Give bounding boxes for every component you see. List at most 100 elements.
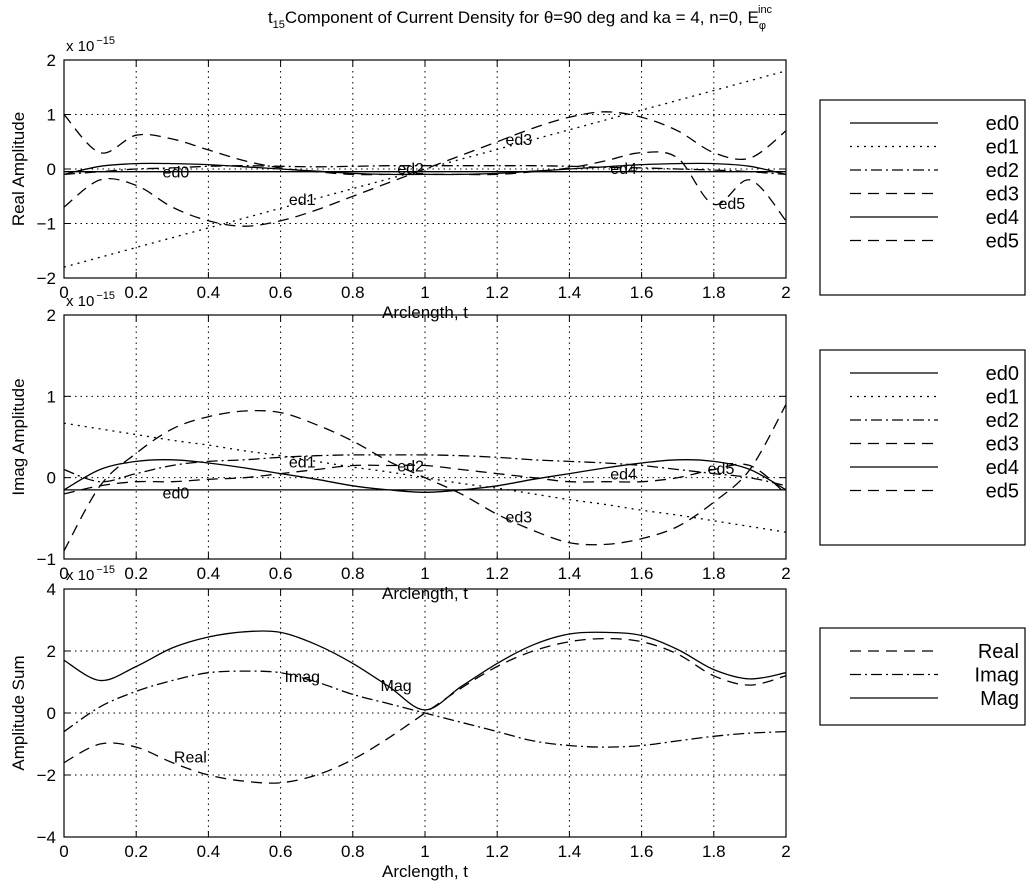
x-tick-label: 0.6	[269, 842, 293, 861]
x-tick-label: 0.8	[341, 283, 365, 302]
x-tick-label: 0.8	[341, 842, 365, 861]
series-line-ed5	[64, 463, 786, 495]
series-line-ed4	[64, 459, 786, 493]
x-tick-label: 2	[781, 283, 790, 302]
x-tick-label: 1.8	[702, 842, 726, 861]
legend-box	[819, 627, 1026, 726]
title-main: Component of Current Density for θ=90 de…	[285, 8, 759, 27]
axes-frame	[63, 59, 787, 279]
x-tick-label: 1.2	[485, 842, 509, 861]
legend-label: Real	[978, 641, 1019, 663]
axis-exponent: x 10 −15	[66, 564, 115, 584]
x-tick-label: 0.4	[197, 842, 221, 861]
x-tick-label: 0.2	[124, 842, 148, 861]
y-axis-label: Imag Amplitude	[9, 378, 28, 495]
series-group	[64, 630, 786, 784]
x-tick-label: 1	[420, 283, 429, 302]
series-annotation: Real	[174, 749, 207, 766]
x-tick-label: 0.4	[197, 283, 221, 302]
y-tick-label: 2	[47, 306, 56, 325]
title-prefix: t	[268, 8, 273, 27]
x-axis-label: Arclength, t	[382, 303, 468, 322]
y-tick-label: −1	[37, 215, 56, 234]
y-axis-label: Amplitude Sum	[9, 655, 28, 770]
series-line-ed2	[64, 454, 786, 487]
title-prefix-sub: 15	[273, 19, 285, 31]
series-annotation: Mag	[381, 678, 412, 695]
y-tick-label: 0	[47, 160, 56, 179]
series-annotation: ed2	[397, 161, 424, 178]
series-annotation: Imag	[284, 669, 320, 686]
series-annotation: ed0	[163, 485, 190, 502]
y-tick-label: −2	[37, 269, 56, 288]
series-annotation: ed5	[718, 196, 745, 213]
plot-panel-1: 0 0.2 0.4 0.6 0.8 1 1.2 1.4 1.6 1.8 2 −2 −1 0 1 2 x 10 −1…	[9, 35, 1026, 322]
y-tick-label: 1	[47, 387, 56, 406]
y-tick-label: −4	[37, 828, 56, 847]
legend-label: Imag	[975, 665, 1019, 687]
series-group	[64, 70, 786, 268]
legend-label: ed4	[986, 457, 1019, 479]
axis-exponent: x 10 −15	[66, 290, 115, 310]
x-tick-label: 1.4	[558, 283, 582, 302]
title-sub: φ	[759, 20, 766, 32]
x-tick-label: 1.4	[558, 564, 582, 583]
legend-label: ed3	[986, 434, 1019, 456]
x-tick-label: 0.8	[341, 564, 365, 583]
axes-frame	[63, 314, 787, 560]
series-line-mag	[64, 630, 786, 711]
x-tick-label: 1.8	[702, 283, 726, 302]
y-tick-label: 2	[47, 51, 56, 70]
legend-label: ed5	[986, 231, 1019, 253]
y-tick-label: 0	[47, 469, 56, 488]
series-line-real	[64, 637, 786, 784]
series-line-ed3	[64, 111, 786, 227]
series-annotation: ed2	[397, 458, 424, 475]
legend-label: ed4	[986, 207, 1019, 229]
y-tick-label: 0	[47, 704, 56, 723]
y-tick-label: −1	[37, 550, 56, 569]
axes-frame	[63, 588, 787, 838]
x-tick-label: 1.8	[702, 564, 726, 583]
x-tick-label: 1	[420, 842, 429, 861]
series-annotation: ed5	[708, 461, 735, 478]
series-line-ed2	[64, 165, 786, 176]
y-tick-label: 1	[47, 106, 56, 125]
x-axis-label: Arclength, t	[382, 862, 468, 881]
legend-label: ed2	[986, 410, 1019, 432]
plots-group: 0 0.2 0.4 0.6 0.8 1 1.2 1.4 1.6 1.8 2 −2 −1 0 1 2 x 10 −1…	[9, 35, 1026, 881]
x-tick-label: 2	[781, 564, 790, 583]
series-annotation: ed1	[289, 454, 316, 471]
x-tick-label: 0.4	[197, 564, 221, 583]
y-tick-label: 4	[47, 580, 56, 599]
x-tick-label: 1.6	[630, 564, 654, 583]
x-tick-label: 1.2	[485, 283, 509, 302]
legend-label: ed1	[986, 387, 1019, 409]
series-group	[64, 404, 786, 552]
plot-panel-3: 0 0.2 0.4 0.6 0.8 1 1.2 1.4 1.6 1.8 2 −4 −2 0 2 4 x 10 −1…	[9, 564, 1026, 881]
legend-box	[819, 349, 1026, 546]
series-annotation: ed3	[506, 132, 533, 149]
series-line-imag	[64, 670, 786, 748]
legend-label: ed5	[986, 481, 1019, 503]
series-annotation: ed1	[289, 192, 316, 209]
x-tick-label: 1.4	[558, 842, 582, 861]
x-tick-label: 1.6	[630, 842, 654, 861]
axis-exponent: x 10 −15	[66, 35, 115, 55]
title-sup: inc	[758, 4, 773, 16]
x-tick-label: 0.6	[269, 283, 293, 302]
x-tick-label: 1.6	[630, 283, 654, 302]
legend-label: ed0	[986, 363, 1019, 385]
series-annotation: ed0	[163, 165, 190, 182]
x-tick-label: 0.2	[124, 283, 148, 302]
y-tick-label: 2	[47, 642, 56, 661]
x-tick-label: 0	[59, 842, 68, 861]
legend-label: Mag	[980, 688, 1019, 710]
series-line-ed5	[64, 114, 786, 222]
x-tick-label: 0	[59, 283, 68, 302]
